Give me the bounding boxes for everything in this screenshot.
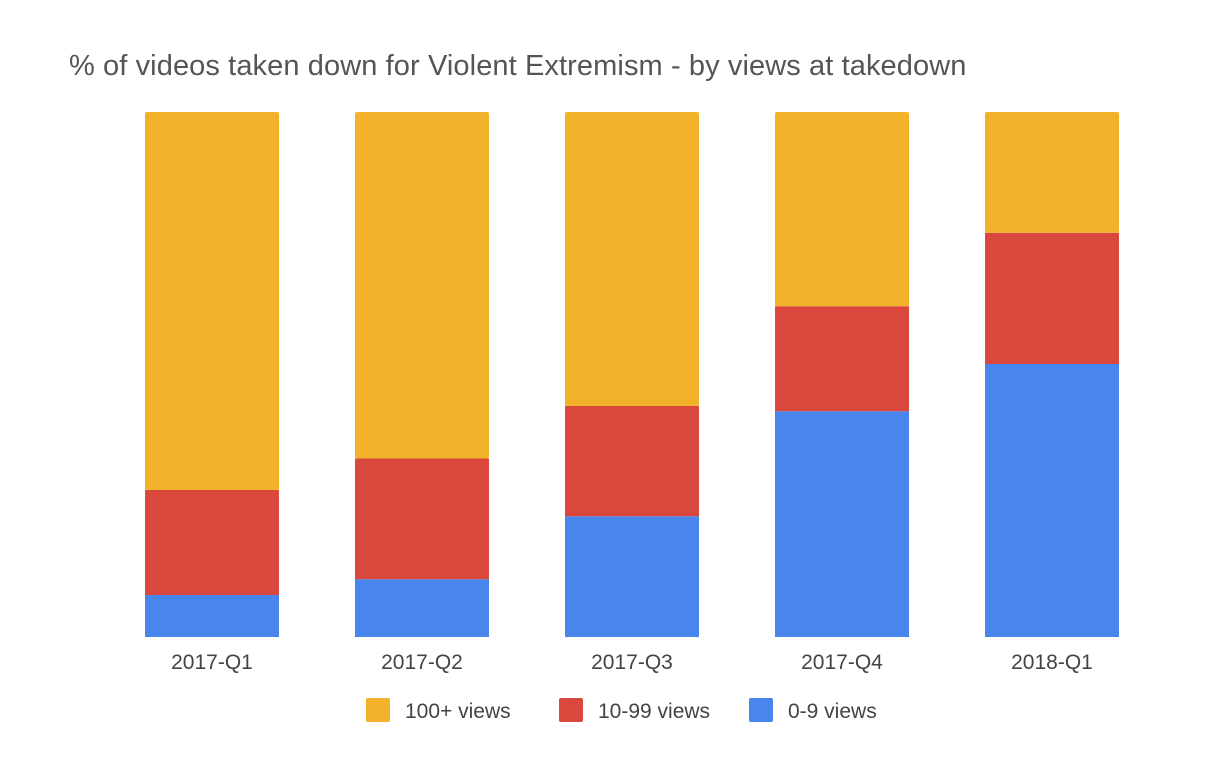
bar-2017-q4-10-99-views	[775, 306, 909, 412]
legend-label-10-99-views: 10-99 views	[598, 700, 710, 723]
x-tick-label: 2017-Q4	[801, 651, 883, 674]
bar-2017-q2-100plus-views	[355, 112, 489, 459]
bar-2017-q1-0-9-views	[145, 595, 279, 637]
bar-2017-q4-100plus-views	[775, 112, 909, 307]
bar-2017-q2-10-99-views	[355, 458, 489, 580]
bar-2018-q1-10-99-views	[985, 232, 1119, 364]
bar-2017-q1-100plus-views	[145, 112, 279, 490]
legend-swatch-0-9-views	[749, 698, 773, 722]
bar-2017-q2-0-9-views	[355, 579, 489, 637]
x-axis-tick-labels: 2017-Q1 2017-Q2 2017-Q3 2017-Q4 2018-Q1	[171, 651, 1093, 674]
legend: 100+ views 10-99 views 0-9 views	[366, 698, 877, 723]
bar-2017-q3-100plus-views	[565, 112, 699, 406]
bar-2017-q1-10-99-views	[145, 490, 279, 595]
legend-swatch-100plus-views	[366, 698, 390, 722]
legend-label-100plus-views: 100+ views	[405, 700, 511, 723]
bar-2017-q3-0-9-views	[565, 516, 699, 637]
legend-swatch-10-99-views	[559, 698, 583, 722]
bar-2018-q1-100plus-views	[985, 112, 1119, 233]
bars-group	[145, 112, 1119, 637]
bar-2017-q4-0-9-views	[775, 411, 909, 637]
x-tick-label: 2017-Q1	[171, 651, 253, 674]
x-tick-label: 2018-Q1	[1011, 651, 1093, 674]
chart-title: % of videos taken down for Violent Extre…	[69, 50, 967, 82]
legend-label-0-9-views: 0-9 views	[788, 700, 877, 723]
bar-2018-q1-0-9-views	[985, 364, 1119, 637]
bar-2017-q3-10-99-views	[565, 406, 699, 517]
x-tick-label: 2017-Q3	[591, 651, 673, 674]
x-tick-label: 2017-Q2	[381, 651, 463, 674]
